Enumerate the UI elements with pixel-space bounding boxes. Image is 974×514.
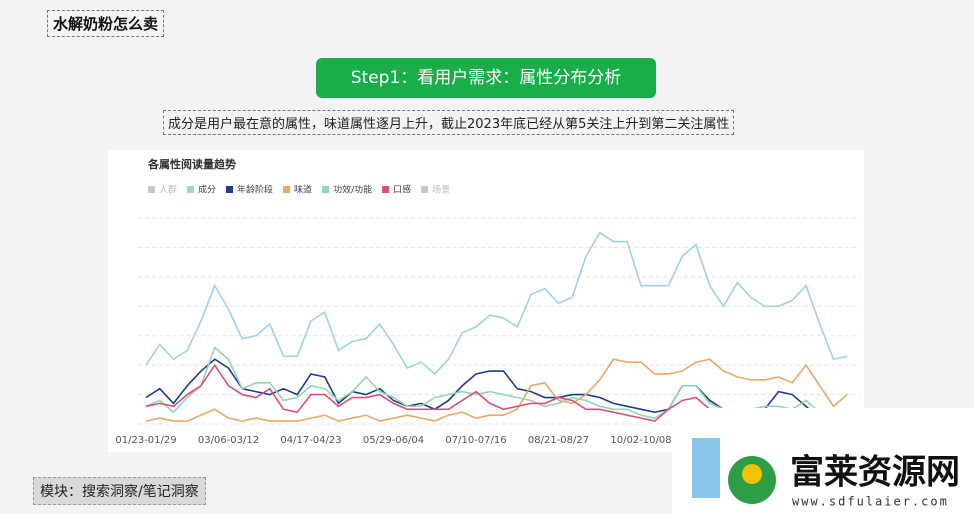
legend-swatch [148,186,155,193]
logo-icon [692,438,720,498]
watermark-logo: 富莱资源网 www.sdfulaier.com [692,438,960,509]
legend-label: 味道 [294,184,312,196]
legend-swatch [382,186,390,193]
legend-label: 口感 [393,184,411,196]
legend-swatch [187,186,195,193]
legend-label: 场景 [432,185,450,196]
step-banner: Step1：看用户需求：属性分布分析 [316,58,656,98]
subtitle: 成分是用户最在意的属性，味道属性逐月上升，截止2023年底已经从第5关注上升到第… [163,110,735,135]
series-line [145,231,848,376]
series-line [145,358,848,422]
x-tick-label: 01/23-01/29 [115,435,176,446]
logo-icon [742,464,762,484]
chart-card [108,150,864,452]
header: 水解奶粉怎么卖 [47,10,165,37]
legend-swatch [322,186,330,193]
x-tick-label: 04/17-04/23 [280,435,341,446]
legend-label: 人群 [159,184,177,196]
legend-label: 成分 [198,184,216,196]
legend-label: 年龄阶段 [237,184,273,196]
watermark-name: 富莱资源网 [790,453,960,493]
chart-title: 各属性阅读量趋势 [147,157,236,171]
x-tick-label: 07/10-07/16 [445,435,506,446]
x-tick-label: 10/02-10/08 [610,435,671,446]
x-tick-label: 03/06-03/12 [198,435,259,446]
x-tick-label: 08/21-08/27 [528,435,589,446]
legend-swatch [283,186,291,193]
watermark-url: www.sdfulaier.com [792,495,949,509]
legend-swatch [226,186,234,193]
legend-swatch [421,186,429,193]
footer: 模块：搜索洞察/笔记洞察 [33,477,206,505]
x-tick-label: 05/29-06/04 [363,435,424,446]
legend-label: 功效/功能 [333,184,372,196]
watermark: 富莱资源网 www.sdfulaier.com [672,408,974,514]
